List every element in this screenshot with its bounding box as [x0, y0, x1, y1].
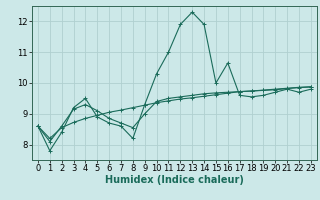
- X-axis label: Humidex (Indice chaleur): Humidex (Indice chaleur): [105, 175, 244, 185]
